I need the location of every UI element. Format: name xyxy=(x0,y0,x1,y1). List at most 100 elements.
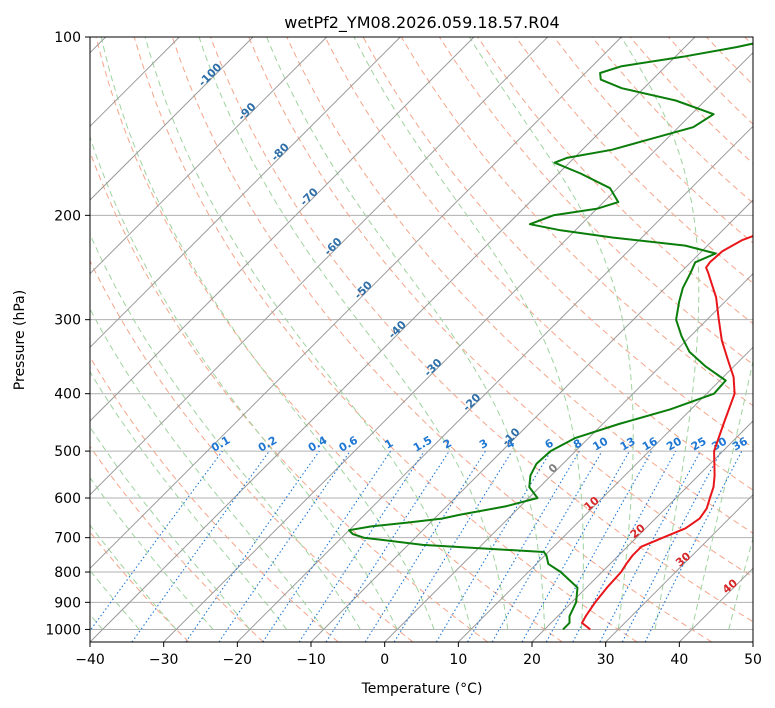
y-tick-label: 400 xyxy=(54,387,81,403)
moist-adiabats xyxy=(90,37,753,630)
moist-adiabat-line xyxy=(144,37,472,630)
mixing-ratio-line xyxy=(393,450,513,642)
sounding-profiles xyxy=(348,42,753,631)
axes: −40 −30 −20 −10 0 10 20 30 40 50 100 200 300 400 500 60… xyxy=(45,30,762,668)
y-tick-label: 100 xyxy=(54,30,81,46)
y-tick-label: 800 xyxy=(54,565,81,581)
isotherm-line xyxy=(605,493,753,642)
x-tick-label: 50 xyxy=(744,652,762,668)
mixing-ratio-label: 2 xyxy=(441,437,454,452)
mixing-ratio-line xyxy=(185,450,320,642)
dry-adiabat-line xyxy=(171,37,712,642)
moist-adiabat-line xyxy=(266,37,546,630)
isotherm-label: -80 xyxy=(269,140,292,163)
isotherm-line xyxy=(384,272,753,642)
chart-title: wetPf2_YM08.2026.059.18.57.R04 xyxy=(284,13,559,33)
mixing-ratio-line xyxy=(131,450,270,642)
dry-adiabat-label: 40 xyxy=(720,576,740,596)
dry-adiabat-line xyxy=(90,445,264,642)
dry-adiabat-line xyxy=(90,150,488,642)
isotherm-line xyxy=(90,37,328,275)
moist-adiabat-line xyxy=(90,476,214,630)
moist-adiabat-line xyxy=(90,135,398,630)
isotherm-label: -60 xyxy=(321,235,344,258)
moist-adiabat-line xyxy=(620,37,700,630)
x-tick-label: −10 xyxy=(296,652,326,668)
y-tick-label: 300 xyxy=(54,313,81,329)
moist-adiabat-line xyxy=(90,569,140,630)
isotherm-line xyxy=(90,37,254,201)
dry-adiabat-label: 30 xyxy=(673,549,693,569)
dry-adiabat-line xyxy=(95,37,563,642)
mixing-ratio-line xyxy=(572,450,677,642)
y-tick-label: 200 xyxy=(54,208,81,224)
isotherm-line xyxy=(90,37,475,422)
y-tick-label: 600 xyxy=(54,491,81,507)
moist-adiabat-line xyxy=(353,37,584,630)
isotherm-line xyxy=(90,37,401,349)
mixing-ratio-line xyxy=(262,450,392,642)
moist-adiabat-line xyxy=(100,37,435,630)
isotherm-line xyxy=(310,199,753,642)
isotherm-line xyxy=(90,37,696,642)
y-tick-label: 900 xyxy=(54,595,81,611)
x-tick-label: −40 xyxy=(75,652,105,668)
isotherm-label: -40 xyxy=(386,318,409,341)
mixing-ratio-label: 3 xyxy=(477,437,490,452)
plot-frame xyxy=(89,36,754,643)
mixing-ratio-line xyxy=(325,450,450,642)
isotherm-label: -10 xyxy=(499,425,522,448)
isotherm-line xyxy=(90,37,622,570)
dewpoint-profile-line xyxy=(348,42,753,631)
mixing-ratio-line xyxy=(644,450,743,642)
moist-adiabat-line xyxy=(90,370,288,630)
dry-adiabat-line xyxy=(248,37,753,578)
moist-adiabat-line xyxy=(90,426,251,630)
mixing-ratio-line xyxy=(599,450,701,642)
moist-adiabat-line xyxy=(728,536,753,630)
isotherm-line xyxy=(90,37,549,496)
isotherm-line xyxy=(163,51,753,642)
dry-adiabat-line xyxy=(515,37,753,284)
moist-adiabat-line xyxy=(90,232,361,630)
dry-adiabat-line xyxy=(133,37,638,642)
mixing-ratio-line xyxy=(298,450,425,642)
moist-adiabat-line xyxy=(469,37,634,630)
dry-adiabat-line xyxy=(210,37,753,623)
isotherm-label: -70 xyxy=(298,185,321,208)
moist-adiabat-line xyxy=(90,524,177,630)
mixing-ratio-line xyxy=(90,450,223,632)
moist-adiabat-line xyxy=(198,37,509,630)
dry-adiabats xyxy=(90,37,753,642)
isotherm-line xyxy=(752,641,753,642)
dry-adiabat-line xyxy=(324,37,753,491)
dry-adiabat-line xyxy=(90,259,414,642)
pressure-gridlines xyxy=(90,37,753,630)
isotherms xyxy=(90,37,753,642)
dry-adiabat-line xyxy=(706,37,753,86)
x-tick-label: 40 xyxy=(670,652,688,668)
isotherm-label: -100 xyxy=(196,60,225,89)
mixing-ratio-line xyxy=(218,450,351,642)
dry-adiabat-line xyxy=(286,37,753,534)
moist-adiabat-line xyxy=(90,308,324,630)
x-tick-label: 0 xyxy=(380,652,389,668)
y-tick-label: 700 xyxy=(54,531,81,547)
x-tick-label: −20 xyxy=(223,652,253,668)
diagram-labels: 0.1 0.2 0.4 0.6 1 1.5 2 3 4 6 8 10 13 16 20 25 30 36-100-… xyxy=(196,60,750,596)
dry-adiabat-label: 20 xyxy=(628,521,648,541)
x-tick-label: 20 xyxy=(523,652,541,668)
plot-area: 0.1 0.2 0.4 0.6 1 1.5 2 3 4 6 8 10 13 16 20 25 30 36-100-… xyxy=(90,37,753,642)
x-tick-label: 30 xyxy=(597,652,615,668)
isotherm-label: -30 xyxy=(421,356,444,379)
temperature-profile-line xyxy=(581,235,753,631)
moist-adiabat-line xyxy=(691,358,753,630)
isotherm-line xyxy=(457,346,753,642)
y-axis-label: Pressure (hPa) xyxy=(12,290,28,390)
isotherm-label: -90 xyxy=(235,100,258,123)
isotherm-line xyxy=(531,420,753,642)
x-tick-label: 10 xyxy=(449,652,467,668)
isotherm-line xyxy=(236,125,753,642)
mixing-ratio-line xyxy=(545,450,653,642)
